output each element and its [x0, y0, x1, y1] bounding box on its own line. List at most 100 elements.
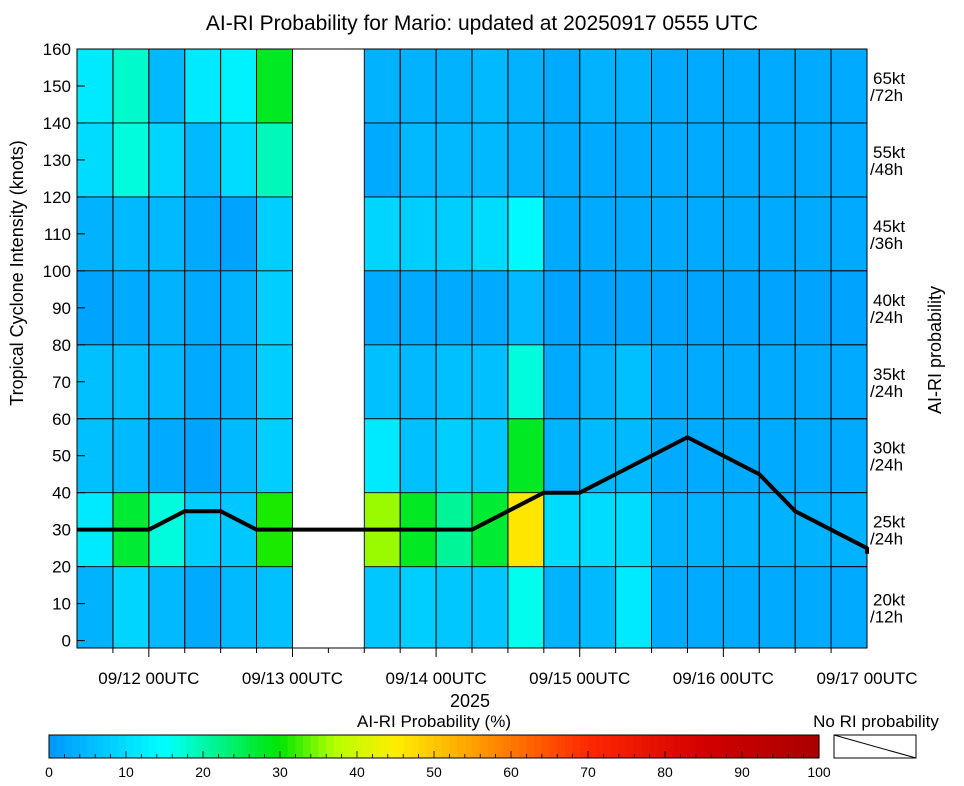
heatmap-cell [472, 344, 508, 419]
y-tick-label: 100 [43, 262, 71, 281]
heatmap-cell [759, 122, 796, 197]
heatmap-cell [651, 270, 688, 345]
colorbar-tick-label: 60 [503, 764, 519, 780]
heatmap-cell [615, 418, 652, 493]
heatmap-cell [507, 122, 544, 197]
band-label-window: /24h [870, 382, 903, 401]
band-label-threshold: 30kt [873, 439, 905, 458]
colorbar-segment [449, 735, 458, 758]
x-tick-label: 09/12 00UTC [98, 669, 199, 688]
heatmap-cell [112, 122, 149, 197]
heatmap-cell [579, 122, 616, 197]
colorbar-segment [303, 735, 312, 758]
heatmap-cell [831, 270, 867, 345]
heatmap-cell [651, 196, 688, 271]
heatmap-cell [220, 122, 257, 197]
colorbar-segment [287, 735, 296, 758]
heatmap-cell [472, 270, 508, 345]
colorbar-segment [149, 735, 158, 758]
heatmap-cell [723, 566, 760, 648]
heatmap-cell [220, 196, 257, 271]
colorbar-segment [156, 735, 166, 758]
heatmap-cell [579, 344, 616, 419]
heatmap-cell [615, 122, 652, 197]
heatmap-cell [220, 344, 257, 419]
band-label-window: /12h [870, 607, 903, 626]
y-tick-label: 90 [52, 299, 71, 318]
colorbar-segment [310, 735, 320, 758]
colorbar-segment [541, 735, 551, 758]
heatmap-cell [400, 566, 437, 648]
colorbar-tick-label: 80 [657, 764, 673, 780]
intensity-line [77, 435, 869, 554]
heatmap-cell [472, 418, 508, 493]
colorbar-segment [179, 735, 189, 758]
colorbar-segment [680, 735, 689, 758]
colorbar-segment [611, 735, 620, 758]
heatmap-cell [579, 418, 616, 493]
heatmap-cell [400, 122, 437, 197]
colorbar-segment [357, 735, 366, 758]
heatmap-cell [615, 49, 652, 123]
colorbar-segment [87, 735, 96, 758]
colorbar-segment [241, 735, 250, 758]
band-labels: 20kt/12h25kt/24h30kt/24h35kt/24h40kt/24h… [870, 69, 905, 626]
colorbar-segment [349, 735, 358, 758]
colorbar-segment [518, 735, 527, 758]
band-label-window: /48h [870, 160, 903, 179]
heatmap-cell [184, 418, 221, 493]
heatmap-cell [256, 270, 293, 345]
heatmap-cell [472, 196, 508, 271]
band-label-threshold: 45kt [873, 217, 905, 236]
heatmap-cell [364, 122, 401, 197]
colorbar-segment [441, 735, 450, 758]
heatmap-cell [148, 566, 185, 648]
colorbar-tick-label: 40 [349, 764, 365, 780]
heatmap-cell [723, 122, 760, 197]
heatmap-cell [184, 344, 221, 419]
heatmap-cell [220, 270, 257, 345]
heatmap-cell [687, 49, 724, 123]
colorbar-segment [472, 735, 481, 758]
colorbar-segment [256, 735, 266, 758]
heatmap-cell [400, 270, 437, 345]
heatmap-cell [687, 492, 724, 567]
colorbar-segment [79, 735, 89, 758]
colorbar-segment [734, 735, 743, 758]
heatmap-cell [543, 270, 580, 345]
colorbar-segment [434, 735, 443, 758]
heatmap-cell [759, 196, 796, 271]
colorbar-segment [418, 735, 427, 758]
heatmap-cell [831, 196, 867, 271]
y-tick-label: 50 [52, 447, 71, 466]
colorbar-tick-label: 50 [426, 764, 442, 780]
colorbar-segment [387, 735, 397, 758]
heatmap-cell [651, 344, 688, 419]
heatmap-cell [831, 344, 867, 419]
heatmap-cell [112, 418, 149, 493]
colorbar-segment [580, 735, 589, 758]
colorbar-segment [226, 735, 235, 758]
band-label-window: /72h [870, 86, 903, 105]
colorbar-segment [534, 735, 543, 758]
colorbar-segment [695, 735, 705, 758]
colorbar-segment [410, 735, 420, 758]
heatmap-cell [615, 492, 652, 567]
y-tick-label: 0 [62, 632, 71, 651]
colorbar-segment [765, 735, 774, 758]
colorbar-tick-label: 20 [195, 764, 211, 780]
heatmap-cell [472, 49, 508, 123]
heatmap-cell [220, 49, 257, 123]
chart-title: AI-RI Probability for Mario: updated at … [206, 12, 758, 35]
colorbar-segment [503, 735, 512, 758]
band-label-window: /36h [870, 234, 903, 253]
colorbar-segment [126, 735, 135, 758]
heatmap-cell [472, 122, 508, 197]
colorbar-segment [341, 735, 350, 758]
colorbar-segment [56, 735, 65, 758]
colorbar-segment [495, 735, 504, 758]
colorbar: 0 10 20 30 40 50 60 70 80 90 100 [45, 734, 831, 780]
heatmap-cell [112, 566, 149, 648]
heatmap-cell [615, 566, 652, 648]
heatmap-cell [507, 270, 544, 345]
